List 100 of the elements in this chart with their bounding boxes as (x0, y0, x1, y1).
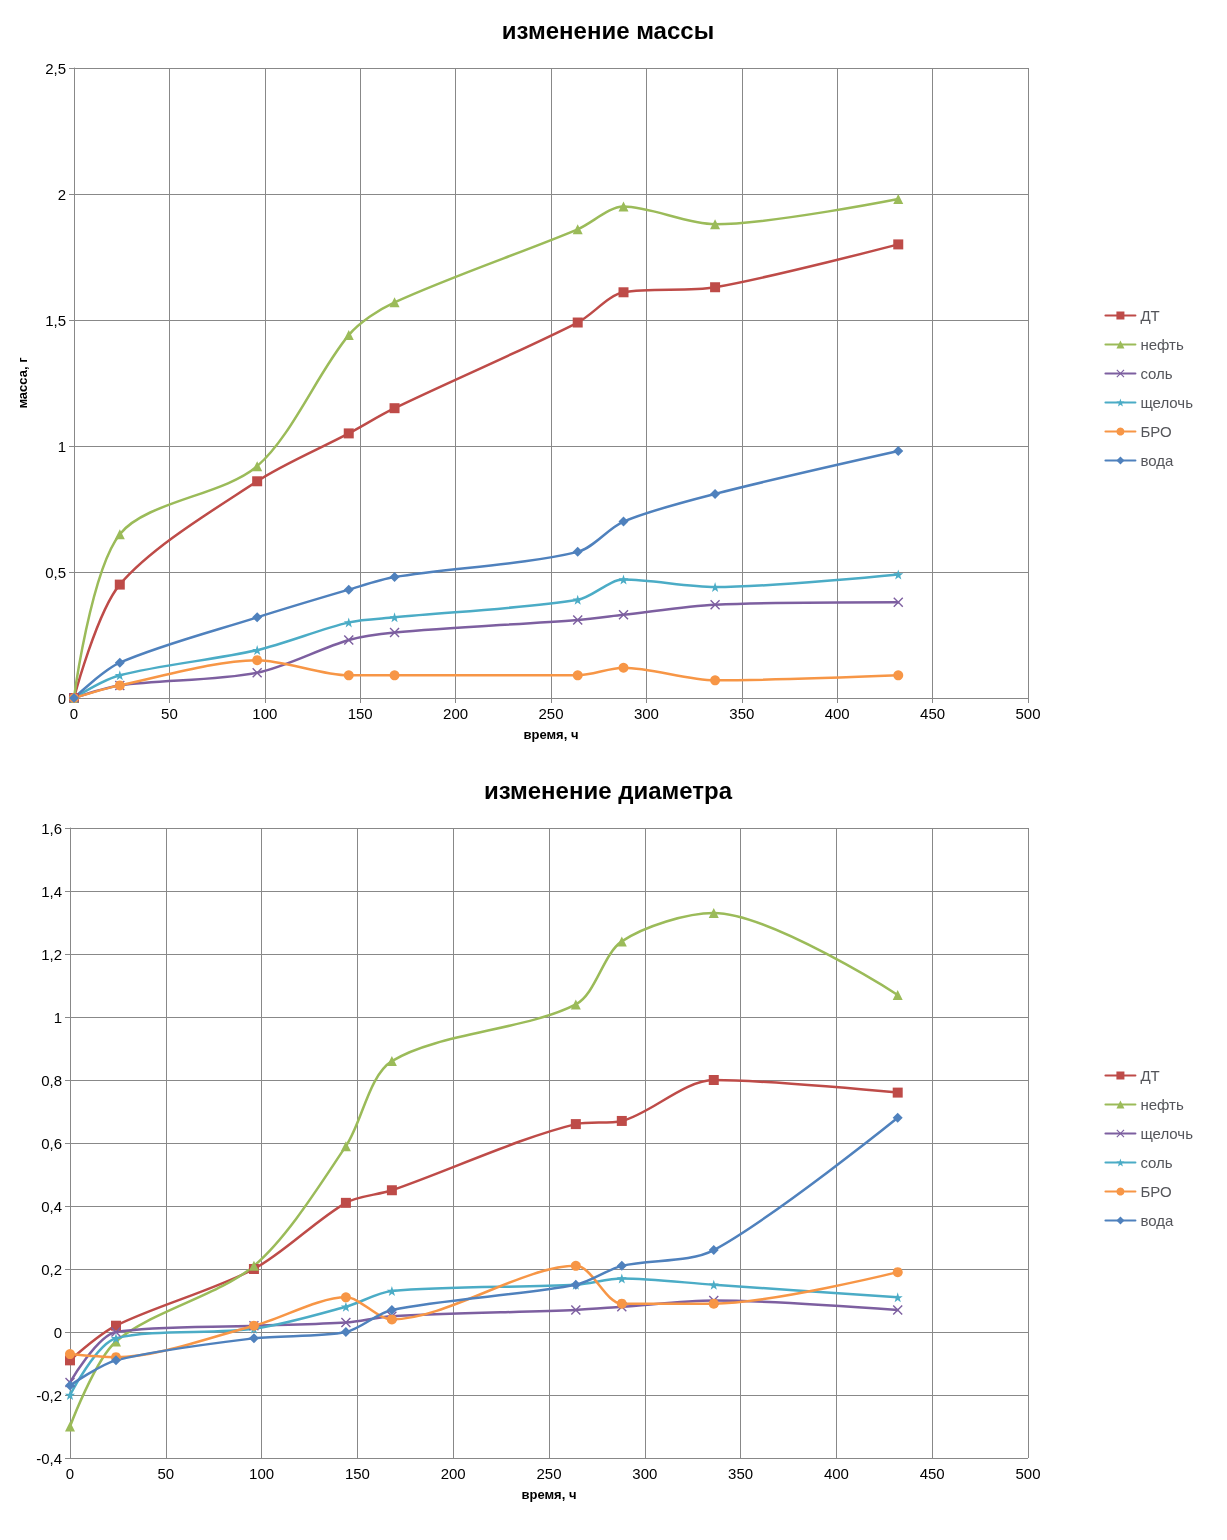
x-tick-label: 450 (919, 1465, 945, 1482)
point (710, 599, 721, 610)
point (570, 1304, 581, 1315)
x-tick-label: 200 (443, 705, 469, 722)
y-tick-label: 0,5 (45, 563, 66, 581)
legend-label: соль (1140, 1154, 1173, 1171)
point (570, 1119, 581, 1130)
point (340, 1317, 351, 1328)
point (893, 446, 904, 457)
point (893, 670, 904, 681)
y-tick-label: 1,2 (41, 945, 62, 963)
x-tick-label: 50 (157, 1465, 175, 1482)
legend-label: нефть (1140, 336, 1184, 353)
point (389, 670, 400, 681)
point (114, 670, 125, 681)
point (618, 201, 629, 212)
point (386, 1056, 397, 1067)
point (252, 612, 263, 623)
point (618, 516, 629, 527)
point (570, 1260, 581, 1271)
legend-label: вода (1140, 452, 1174, 469)
x-tick-label: 400 (823, 1465, 849, 1482)
x-tick-label: 250 (536, 1465, 562, 1482)
legend-label: ДТ (1140, 307, 1160, 324)
y-tick-label: 0,4 (41, 1197, 62, 1215)
point (572, 224, 583, 235)
x-tick-label: 0 (69, 705, 79, 722)
x-tick-label: 450 (920, 705, 946, 722)
point (892, 1304, 903, 1315)
point (343, 330, 354, 341)
legend-label: щелочь (1140, 394, 1194, 411)
point (114, 529, 125, 540)
point (892, 1267, 903, 1278)
point (708, 908, 719, 919)
point (340, 1292, 351, 1303)
point (386, 1185, 397, 1196)
x-tick-label: 150 (347, 705, 373, 722)
x-tick-label: 350 (729, 705, 755, 722)
y-tick-label: 1 (53, 1008, 62, 1026)
y-tick-label: 0 (53, 1323, 62, 1341)
point (114, 657, 125, 668)
point (708, 1075, 719, 1085)
point (110, 1327, 121, 1337)
point (340, 1141, 351, 1152)
point (248, 1260, 259, 1271)
point (343, 670, 354, 681)
point (343, 428, 354, 439)
chart-title: изменение диаметра (483, 776, 733, 804)
x-tick-label: 500 (1015, 705, 1041, 722)
point (893, 569, 904, 580)
legend-label: ДТ (1140, 1067, 1160, 1084)
point (616, 936, 627, 947)
legend-label: соль (1140, 365, 1173, 382)
point (386, 1304, 397, 1315)
point (618, 609, 629, 620)
point (570, 999, 581, 1010)
x-tick-label: 300 (632, 1465, 658, 1482)
point (389, 403, 400, 414)
point (252, 667, 263, 678)
point (572, 546, 583, 557)
point (389, 627, 400, 638)
point (343, 635, 354, 646)
y-tick-label: 0,8 (41, 1071, 62, 1089)
x-tick-label: 500 (1015, 1465, 1041, 1482)
point (114, 579, 125, 590)
point (389, 572, 400, 583)
y-axis-title: масса, г (15, 356, 30, 409)
y-tick-label: 2,5 (45, 59, 66, 77)
point (65, 1421, 75, 1432)
point (893, 597, 904, 608)
point (248, 1333, 259, 1344)
point (893, 239, 904, 250)
point (892, 989, 903, 1000)
y-tick-label: 1,5 (45, 311, 66, 329)
x-tick-label: 100 (252, 705, 278, 722)
y-tick-label: 1,4 (41, 882, 62, 900)
point (386, 1286, 397, 1297)
point (892, 1087, 903, 1098)
point (252, 461, 263, 472)
x-axis-title: время, ч (523, 727, 579, 742)
point (708, 1245, 719, 1256)
x-tick-label: 50 (161, 705, 178, 722)
y-tick-label: 2 (57, 185, 66, 203)
x-tick-label: 300 (633, 705, 659, 722)
point (572, 317, 583, 328)
y-tick-label: 0,2 (41, 1260, 62, 1278)
point (340, 1327, 351, 1337)
x-tick-label: 200 (440, 1465, 466, 1482)
x-tick-label: 150 (344, 1465, 370, 1482)
point (616, 1115, 627, 1126)
legend-label: щелочь (1140, 1125, 1194, 1142)
point (252, 476, 263, 487)
y-tick-label: 0,6 (41, 1134, 62, 1152)
y-tick-label: 1,6 (41, 819, 62, 837)
y-tick-label: 1 (57, 437, 66, 455)
point (616, 1260, 627, 1271)
point (892, 1112, 903, 1123)
x-axis-title: время, ч (521, 1487, 577, 1502)
legend-label: БРО (1140, 423, 1172, 440)
point (572, 614, 583, 625)
